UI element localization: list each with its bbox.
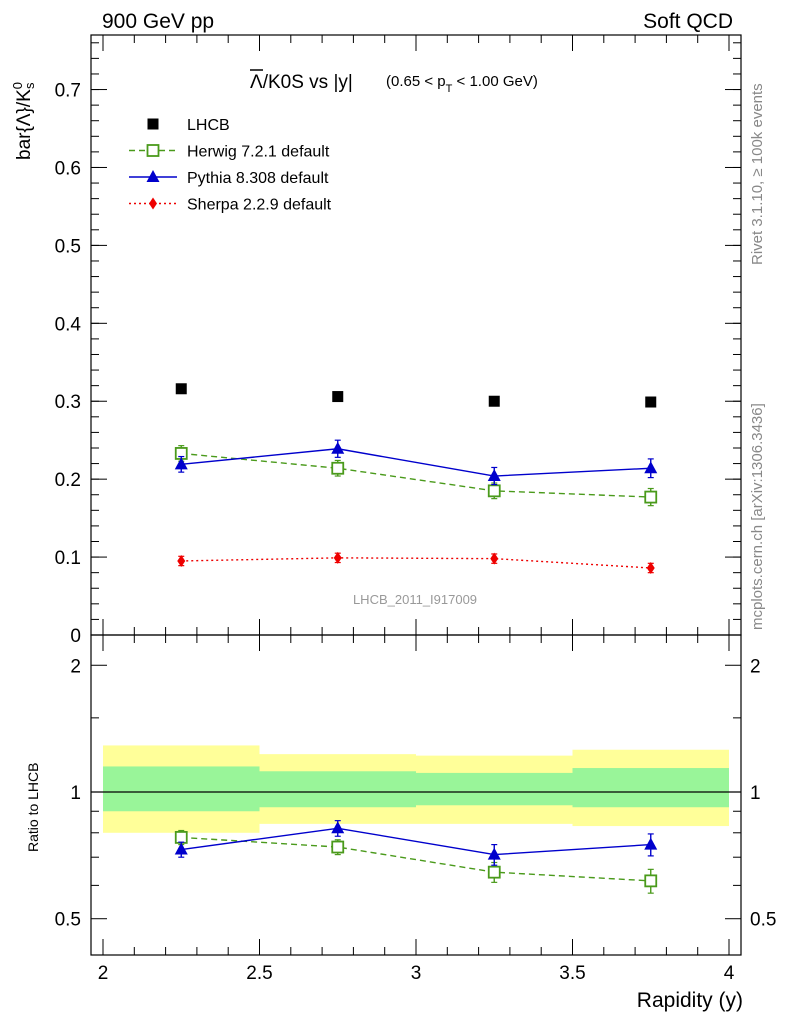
ratio-data-point: [174, 842, 188, 855]
ratio-data-point: [644, 874, 658, 888]
ratio-y-tick-label: 0.5: [55, 910, 81, 931]
xlabel: Rapidity (y): [637, 989, 743, 1012]
ratio-data-point: [174, 831, 188, 844]
y-tick-label: 0.1: [55, 548, 81, 569]
x-tick-label: 4: [724, 963, 735, 984]
legend-entry: Sherpa 2.2.9 default: [129, 197, 332, 214]
legend-entry: Herwig 7.2.1 default: [129, 144, 330, 161]
main-data-point: [331, 441, 345, 454]
y-tick-label: 0.4: [55, 314, 82, 335]
ratio-series-line: [181, 827, 651, 856]
ylabel-main: bar{Λ}/K0s: [10, 82, 37, 160]
legend-label: Pythia 8.308 default: [187, 170, 329, 187]
mcplots-label: mcplots.cern.ch [arXiv:1306.3436]: [749, 403, 766, 630]
main-series: [174, 383, 658, 574]
main-data-point: [645, 396, 657, 408]
y-tick-label: 0.5: [55, 236, 81, 257]
ratio-data-point: [487, 865, 501, 879]
ylabel-ratio: Ratio to LHCB: [25, 763, 41, 852]
main-data-point: [177, 554, 186, 567]
plot-title: Λ/K0S vs |y| (0.65 < pT < 1.00 GeV): [250, 69, 538, 95]
title-text: Λ/K0S vs |y|: [250, 72, 353, 93]
y-tick-label: 0.6: [55, 158, 81, 179]
main-axes: 0 0.1 0.2 0.3 0.4 0.5 0.6 0.7: [55, 35, 741, 647]
header-process-label: Soft QCD: [643, 10, 733, 33]
ratio-data-point: [331, 840, 345, 854]
rivet-label: Rivet 3.1.10, ≥ 100k events: [749, 83, 766, 265]
y-tick-label: 0.3: [55, 392, 81, 413]
main-data-point: [174, 457, 188, 470]
main-data-point: [487, 469, 501, 482]
ratio-uncertainty-bands: [91, 745, 741, 833]
main-series-herwig: [174, 445, 658, 507]
main-series-sherpa: [177, 551, 655, 574]
inner-band: [103, 766, 260, 812]
main-data-point: [646, 561, 655, 574]
inner-band: [572, 768, 729, 808]
x-tick-label: 3: [411, 963, 422, 984]
ratio-data-point: [644, 837, 658, 850]
ratio-series-pythia: [174, 820, 658, 866]
ratio-y-tick-label-right: 2: [750, 656, 761, 677]
ratio-y-tick-label: 2: [70, 656, 81, 677]
main-data-point: [175, 383, 187, 395]
legend-marker: [146, 170, 160, 182]
x-tick-label: 3.5: [559, 963, 585, 984]
main-series-line: [181, 452, 651, 498]
main-data-point: [488, 395, 500, 407]
legend-label: LHCB: [187, 117, 230, 134]
main-data-point: [332, 391, 344, 403]
legend-label: Herwig 7.2.1 default: [187, 144, 330, 161]
legend-marker: [149, 197, 157, 210]
main-data-point: [644, 490, 658, 504]
main-series-pythia: [174, 439, 658, 486]
analysis-watermark: LHCB_2011_I917009: [353, 592, 477, 607]
x-tick-label: 2.5: [246, 963, 272, 984]
inner-band: [416, 772, 573, 806]
ratio-y-tick-label: 1: [70, 783, 81, 804]
y-tick-label: 0.7: [55, 81, 81, 102]
main-data-point: [333, 551, 342, 564]
legend-entry: Pythia 8.308 default: [129, 170, 329, 187]
inner-band: [259, 771, 416, 808]
ratio-series: [174, 820, 658, 894]
header-collision-label: 900 GeV pp: [102, 10, 214, 33]
legend-marker: [146, 144, 160, 157]
legend-entry: LHCB: [147, 117, 230, 134]
ratio-axes: 0.5 0.5 1 1 2 2 2 2.5 3 3.5 4: [55, 635, 776, 984]
ratio-y-tick-label-right: 1: [750, 783, 761, 804]
main-series-line: [181, 557, 651, 569]
main-data-point: [644, 461, 658, 474]
title-cut: (0.65 < pT < 1.00 GeV): [386, 73, 538, 95]
main-series-line: [181, 448, 651, 477]
ratio-data-point: [331, 821, 345, 834]
ratio-series-line: [181, 836, 651, 882]
x-tick-label: 2: [98, 963, 109, 984]
ratio-series-herwig: [174, 829, 658, 894]
main-data-point: [487, 484, 501, 498]
y-tick-label: 0: [70, 626, 81, 647]
legend-label: Sherpa 2.2.9 default: [187, 197, 332, 214]
y-tick-label: 0.2: [55, 470, 81, 491]
legend: LHCB Herwig 7.2.1 default Pythia 8.308 def…: [129, 117, 332, 214]
main-series-lhcb: [175, 383, 657, 408]
ratio-data-point: [487, 847, 501, 860]
main-data-point: [490, 552, 499, 565]
legend-marker: [147, 118, 159, 130]
main-data-point: [331, 461, 345, 475]
ratio-y-tick-label-right: 0.5: [750, 910, 776, 931]
